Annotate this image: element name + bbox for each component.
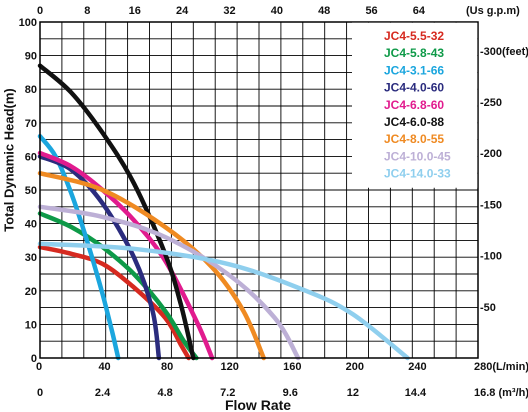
pump-curves bbox=[37, 63, 410, 361]
mid-tick-label: 200 bbox=[346, 361, 364, 373]
y-tick-label: 30 bbox=[25, 252, 37, 264]
y-tick-label: 90 bbox=[25, 51, 37, 63]
y-tick-label: 80 bbox=[25, 84, 37, 96]
y-tick-label: 0 bbox=[31, 353, 37, 365]
mid-tick-label: 40 bbox=[98, 361, 110, 373]
right-tick-label: -50 bbox=[480, 302, 496, 314]
mid-tick-label: 80 bbox=[161, 361, 173, 373]
series-curve-JC4-6.0-88 bbox=[37, 63, 196, 361]
legend-entry: JC4-3.1-66 bbox=[384, 63, 444, 77]
legend-entry: JC4-14.0-33 bbox=[384, 167, 451, 181]
series-curve-JC4-3.1-66 bbox=[37, 133, 121, 361]
bottom-tick-label: 9.6 bbox=[283, 387, 298, 399]
top-tick-label: 0 bbox=[37, 5, 43, 17]
right-tick-label: -100 bbox=[480, 251, 502, 263]
series-curve-JC4-6.8-60 bbox=[37, 150, 215, 361]
series-curve-JC4-4.0-60 bbox=[37, 154, 162, 361]
legend-box bbox=[352, 22, 478, 188]
top-tick-label: 40 bbox=[271, 5, 283, 17]
y-tick-label: 10 bbox=[25, 319, 37, 331]
legend: JC4-5.5-32 JC4-5.8-43 JC4-3.1-66 JC4-4.0-60… bbox=[384, 29, 451, 181]
bottom-tick-label: 16.8 (m³/h) bbox=[474, 387, 528, 399]
top-tick-label: 56 bbox=[365, 5, 377, 17]
top-axis-unit: (Us g.p.m) bbox=[466, 5, 520, 17]
right-tick-label: -250 bbox=[480, 97, 502, 109]
y-tick-label: 40 bbox=[25, 219, 37, 231]
plot-border bbox=[39, 21, 479, 359]
series-curve-JC4-5.8-43 bbox=[37, 211, 199, 361]
x-axis-title: Flow Rate bbox=[225, 397, 291, 412]
mid-tick-label: 240 bbox=[408, 361, 426, 373]
top-tick-label: 16 bbox=[129, 5, 141, 17]
top-tick-label: 8 bbox=[84, 5, 90, 17]
mid-tick-label: 120 bbox=[221, 361, 239, 373]
right-tick-label: -300(feet) bbox=[480, 46, 528, 58]
series-curve-JC4-14.0-33 bbox=[37, 241, 410, 361]
series-curve-JC4-5.5-32 bbox=[37, 244, 191, 361]
series-curve-JC4-10.0-45 bbox=[37, 204, 301, 361]
bottom-tick-label: 0 bbox=[37, 387, 43, 399]
legend-entry: JC4-6.8-60 bbox=[384, 98, 444, 112]
right-tick-label: -200 bbox=[480, 148, 502, 160]
y-tick-label: 70 bbox=[25, 118, 37, 130]
legend-entry: JC4-10.0-45 bbox=[384, 149, 451, 163]
y-tick-label: 20 bbox=[25, 286, 37, 298]
y-tick-label: 50 bbox=[25, 185, 37, 197]
mid-tick-label: 0 bbox=[36, 361, 42, 373]
legend-entry: JC4-6.0-88 bbox=[384, 115, 444, 129]
bottom-tick-label: 4.8 bbox=[157, 387, 172, 399]
y-tick-label: 100 bbox=[19, 17, 37, 29]
y-tick-label: 60 bbox=[25, 151, 37, 163]
legend-entry: JC4-4.0-60 bbox=[384, 81, 444, 95]
top-tick-label: 48 bbox=[318, 5, 330, 17]
legend-entry: JC4-5.5-32 bbox=[384, 29, 444, 43]
bottom-tick-label: 7.2 bbox=[220, 387, 235, 399]
top-tick-label: 32 bbox=[223, 5, 235, 17]
bottom-tick-label: 2.4 bbox=[95, 387, 111, 399]
mid-tick-label: 160 bbox=[283, 361, 301, 373]
top-tick-label: 24 bbox=[176, 5, 189, 17]
legend-entry: JC4-5.8-43 bbox=[384, 46, 444, 60]
series-curve-JC4-8.0-55 bbox=[37, 170, 266, 361]
legend-entry: JC4-8.0-55 bbox=[384, 132, 444, 146]
y-axis-title: Total Dynamic Head(m) bbox=[1, 88, 16, 232]
right-tick-label: -150 bbox=[480, 199, 502, 211]
top-tick-label: 64 bbox=[413, 5, 426, 17]
bottom-tick-label: 14.4 bbox=[405, 387, 427, 399]
bottom-tick-label: 12 bbox=[347, 387, 359, 399]
mid-tick-label: 280(L/min) bbox=[474, 361, 528, 373]
